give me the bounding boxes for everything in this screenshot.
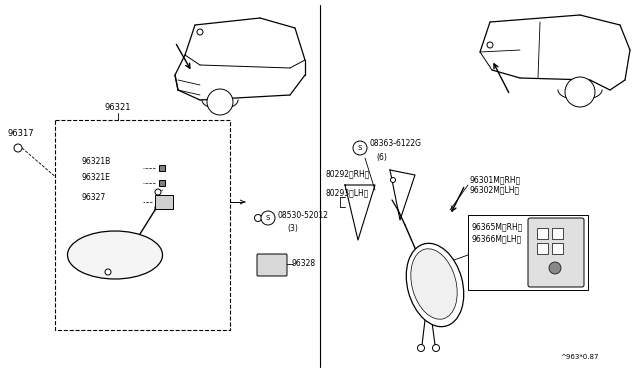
Text: 80293〈LH〉: 80293〈LH〉 — [325, 188, 369, 197]
Text: 96365M〈RH〉: 96365M〈RH〉 — [472, 222, 524, 231]
Text: 96328: 96328 — [292, 260, 316, 269]
Circle shape — [353, 141, 367, 155]
Circle shape — [14, 144, 22, 152]
Bar — [155, 195, 173, 209]
Ellipse shape — [67, 231, 163, 279]
Circle shape — [390, 177, 396, 183]
Text: 96327: 96327 — [82, 192, 106, 202]
Ellipse shape — [411, 249, 457, 319]
Bar — [55, 120, 230, 330]
Text: S: S — [266, 215, 270, 221]
Text: (3): (3) — [287, 224, 298, 233]
Bar — [552, 243, 563, 254]
Text: 96366M〈LH〉: 96366M〈LH〉 — [472, 234, 522, 243]
Bar — [537, 243, 548, 254]
Ellipse shape — [406, 243, 464, 327]
Bar — [552, 228, 563, 239]
FancyBboxPatch shape — [257, 254, 287, 276]
Circle shape — [565, 77, 595, 107]
Text: 08530-52012: 08530-52012 — [278, 211, 329, 219]
Circle shape — [433, 344, 440, 352]
Bar — [537, 228, 548, 239]
Circle shape — [105, 269, 111, 275]
Text: 96302M〈LH〉: 96302M〈LH〉 — [470, 186, 520, 195]
Circle shape — [417, 344, 424, 352]
Circle shape — [207, 89, 233, 115]
Bar — [468, 215, 588, 290]
Text: 96317: 96317 — [8, 129, 35, 138]
Text: ^963*0.87: ^963*0.87 — [560, 354, 598, 360]
Circle shape — [261, 211, 275, 225]
Text: 08363-6122G: 08363-6122G — [370, 140, 422, 148]
Circle shape — [155, 189, 161, 195]
Circle shape — [255, 215, 262, 221]
Circle shape — [197, 29, 203, 35]
Text: S: S — [358, 145, 362, 151]
Text: 96321E: 96321E — [82, 173, 111, 182]
FancyBboxPatch shape — [528, 218, 584, 287]
Circle shape — [487, 42, 493, 48]
Circle shape — [549, 262, 561, 274]
Text: 96301M〈RH〉: 96301M〈RH〉 — [470, 176, 521, 185]
Text: 80292〈RH〉: 80292〈RH〉 — [325, 169, 369, 178]
Text: (6): (6) — [376, 153, 387, 162]
Text: 96321: 96321 — [105, 103, 131, 112]
Text: 96321B: 96321B — [82, 157, 111, 167]
